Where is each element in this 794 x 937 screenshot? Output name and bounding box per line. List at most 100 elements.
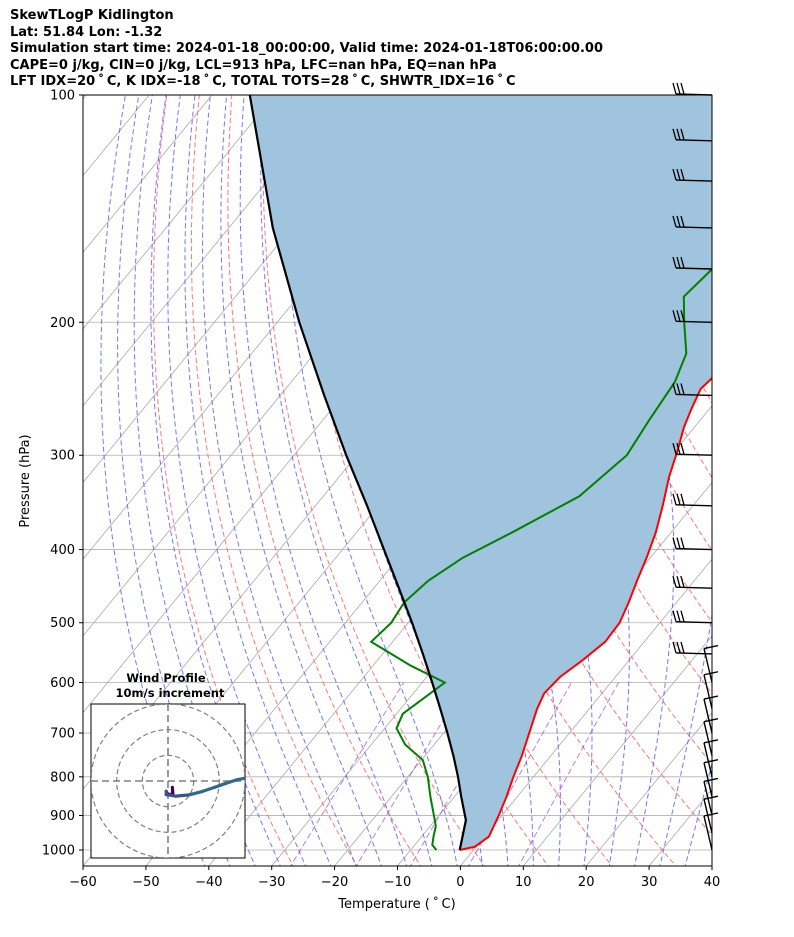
- dry-adiabat: [786, 95, 794, 869]
- hodograph-trace-segment: [212, 781, 228, 790]
- chart-title: SkewTLogP Kidlington: [10, 8, 174, 23]
- wind-barb: [672, 168, 713, 182]
- dry-adiabat: [227, 95, 422, 866]
- x-tick-label: 40: [704, 875, 721, 890]
- y-axis-label: Pressure (hPa): [18, 434, 33, 527]
- parcel-path-line: [248, 95, 468, 851]
- isotherm: [711, 865, 712, 866]
- moist-adiabat: [150, 95, 281, 866]
- wind-barb: [672, 610, 713, 624]
- wind-barb: [703, 644, 719, 683]
- moist-adiabat: [282, 95, 458, 866]
- x-tick-label: −40: [195, 875, 222, 890]
- moist-adiabat: [260, 95, 433, 866]
- x-tick-label: 10: [515, 875, 532, 890]
- wind-barb: [703, 759, 719, 797]
- wind-barb: [703, 777, 719, 816]
- wind-barb: [703, 739, 719, 777]
- cin-cape-shading: [249, 95, 712, 850]
- dry-adiabat: [262, 95, 486, 866]
- y-tick-label: 1000: [42, 844, 75, 859]
- x-tick-label: −60: [69, 875, 96, 890]
- location-line: Lat: 51.84 Lon: -1.32: [10, 24, 163, 40]
- x-tick-label: 0: [456, 875, 464, 890]
- y-tick-label: 500: [50, 616, 75, 631]
- wind-barb: [672, 443, 713, 456]
- isotherm: [83, 95, 87, 100]
- parcel-temperature-shading: [249, 95, 712, 850]
- wind-barbs: [672, 82, 719, 851]
- isotherm: [83, 95, 339, 407]
- wind-barb: [703, 795, 719, 834]
- isotherm: [585, 711, 712, 866]
- wind-barb: [703, 695, 719, 734]
- hodograph-trace-segment: [164, 793, 178, 798]
- wind-barb: [703, 671, 719, 709]
- x-tick-label: 30: [641, 875, 658, 890]
- y-tick-label: 400: [50, 543, 75, 558]
- dry-adiabat: [152, 95, 294, 866]
- isotherm: [83, 95, 276, 330]
- wind-barb: [672, 310, 713, 323]
- hodograph-trace-segment: [187, 789, 204, 797]
- hodograph-trace-segment: [174, 793, 191, 798]
- mixing-ratio-line: [290, 682, 405, 866]
- isotherm: [83, 95, 213, 253]
- hodograph-trace-segment: [235, 776, 245, 782]
- y-tick-label: 900: [50, 809, 75, 824]
- moist-adiabat: [566, 95, 675, 866]
- isotherm: [772, 78, 794, 869]
- wind-barb: [672, 215, 713, 229]
- dry-adiabat: [190, 95, 358, 866]
- x-axis-label: Temperature ( ˚ C): [337, 896, 455, 912]
- dry-adiabat: [721, 95, 794, 869]
- indices-line: LFT IDX=20 ˚ C, K IDX=-18 ˚ C, TOTAL TOT…: [10, 74, 516, 89]
- profile-lines: [248, 95, 712, 851]
- moist-adiabat: [650, 95, 712, 866]
- y-tick-label: 200: [50, 316, 75, 331]
- mixing-ratio-line: [518, 682, 619, 866]
- wind-barb: [672, 576, 713, 589]
- hodograph-trace-segment: [224, 778, 239, 785]
- x-tick-label: −50: [132, 875, 159, 890]
- moist-adiabat: [202, 95, 357, 866]
- wind-barb: [672, 128, 713, 142]
- dry-adiabat: [753, 95, 794, 869]
- y-tick-label: 600: [50, 676, 75, 691]
- y-tick-label: 100: [50, 89, 75, 104]
- x-tick-label: −10: [384, 875, 411, 890]
- cape-line: CAPE=0 j/kg, CIN=0 j/kg, LCL=913 hPa, LF…: [10, 57, 497, 73]
- temperature-line: [459, 376, 712, 851]
- hodograph-trace-segment: [200, 785, 217, 794]
- mixing-ratio-line: [355, 682, 467, 866]
- moist-adiabat: [220, 95, 382, 866]
- y-tick-label: 700: [50, 727, 75, 742]
- y-tick-label: 300: [50, 449, 75, 464]
- wind-barb: [672, 537, 713, 551]
- wind-barb: [672, 256, 713, 270]
- axis-ticks: −60 −50 −40 −30 −20 −10 0 10 20 30 40 1000 900 800 700…: [42, 89, 720, 891]
- x-tick-label: −20: [321, 875, 348, 890]
- hodograph-subtitle: 10m/s increment: [116, 686, 225, 700]
- hodograph-title: Wind Profile: [126, 671, 206, 685]
- x-tick-label: 20: [578, 875, 595, 890]
- wind-barb: [672, 82, 713, 96]
- moist-adiabat: [167, 95, 307, 866]
- wind-barb: [672, 383, 713, 397]
- y-tick-label: 800: [50, 770, 75, 785]
- x-tick-label: −30: [258, 875, 285, 890]
- wind-barb: [703, 812, 719, 851]
- hodograph-inset: Wind Profile 10m/s increment: [90, 671, 246, 859]
- time-line: Simulation start time: 2024-01-18_00:00:…: [10, 41, 603, 56]
- chart-title-block: SkewTLogP Kidlington Lat: 51.84 Lon: -1.…: [10, 8, 603, 91]
- wind-barb: [703, 717, 719, 756]
- isotherm: [459, 558, 712, 866]
- mixing-ratio-line: [409, 682, 518, 866]
- moist-adiabat: [184, 95, 332, 866]
- mixing-ratio-line: [467, 682, 572, 866]
- isotherm: [522, 635, 712, 866]
- moist-adiabat: [499, 95, 630, 866]
- moist-adiabat: [239, 95, 408, 866]
- wind-barb: [672, 641, 713, 655]
